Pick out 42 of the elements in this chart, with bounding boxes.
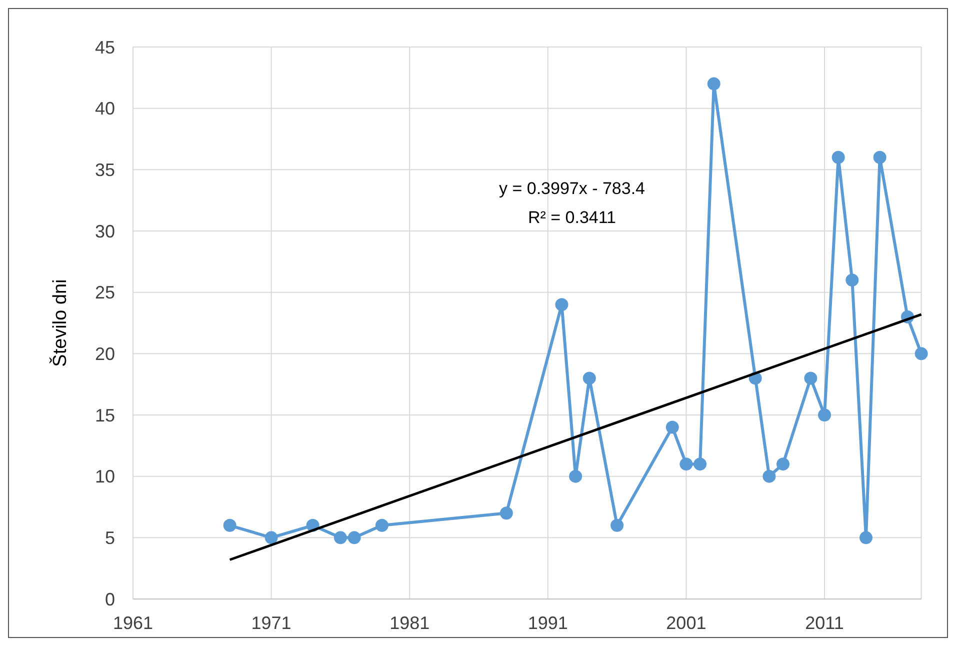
annotation: R² = 0.3411 (528, 208, 616, 227)
point (680, 458, 693, 471)
point (832, 150, 845, 164)
point (348, 531, 361, 544)
y-tick-label: 35 (94, 160, 115, 180)
y-tick-label: 45 (94, 37, 115, 58)
x-tick-label: 1981 (390, 613, 430, 633)
point (375, 518, 388, 532)
point (500, 506, 513, 520)
point (555, 298, 568, 312)
point (569, 470, 582, 483)
point (610, 518, 624, 532)
point (666, 420, 679, 434)
y-tick-label: 25 (94, 282, 115, 303)
y-tick-label: 20 (94, 344, 115, 364)
point (818, 408, 831, 422)
y-axis-title: Število dni (49, 279, 71, 367)
x-tick-label: 1991 (528, 613, 568, 633)
point (762, 470, 776, 483)
y-tick-label: 40 (94, 98, 115, 119)
x-tick-label: 1971 (251, 613, 292, 633)
y-tick-label: 10 (94, 466, 115, 487)
point (846, 274, 859, 287)
point (707, 77, 720, 90)
x-tick-label: 2011 (805, 613, 844, 633)
point (776, 458, 790, 471)
point (804, 372, 818, 385)
point (582, 372, 596, 385)
point (223, 518, 236, 532)
x-tick-label: 1961 (112, 613, 154, 633)
y-tick-label: 30 (94, 221, 115, 242)
point (334, 531, 347, 544)
annotation: y = 0.3997x - 783.4 (498, 179, 646, 198)
x-tick-label: 2001 (666, 613, 706, 633)
y-tick-label: 0 (104, 589, 115, 610)
point (914, 347, 928, 360)
point (264, 531, 278, 544)
y-tick-label: 5 (104, 528, 115, 548)
point (873, 150, 886, 164)
point (859, 531, 872, 544)
point (694, 458, 707, 471)
y-tick-label: 15 (94, 405, 115, 426)
